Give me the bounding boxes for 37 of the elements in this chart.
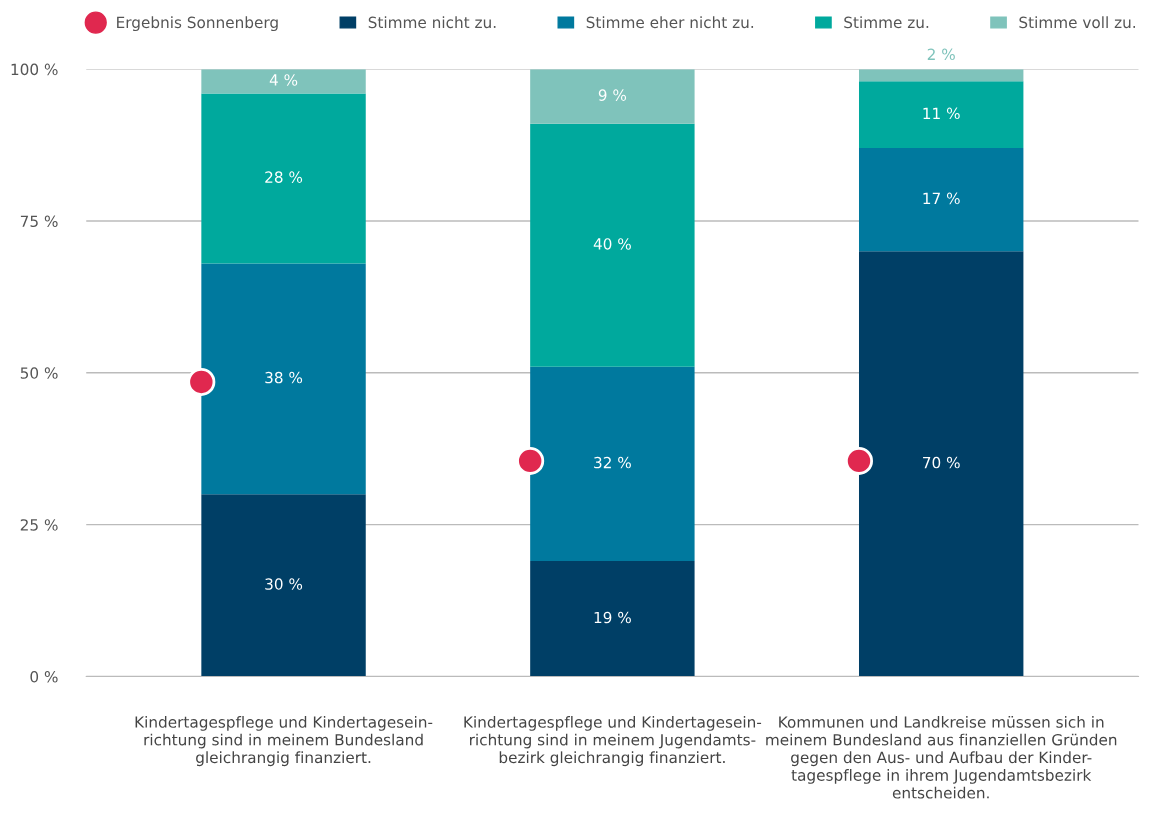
data-label: 40 % xyxy=(593,238,631,250)
bar xyxy=(201,69,366,94)
bar xyxy=(859,251,1024,677)
x-tick-label: Kindertagespflege und Kindertagesein- richtung sind in meinem Bundesland gleichrangig finanziert. xyxy=(135,715,433,767)
bar xyxy=(859,69,1024,82)
bar xyxy=(530,561,695,677)
bar xyxy=(859,148,1024,252)
bar xyxy=(201,494,366,677)
data-label: 9 % xyxy=(598,89,627,101)
data-label: 70 % xyxy=(923,456,960,469)
x-tick-label: Kindertagespflege und Kindertagesein- richtung sind in meinem Jugendamts- bezirk gleichrangig finanziert. xyxy=(464,715,762,767)
data-label: 30 % xyxy=(265,578,303,590)
bar xyxy=(530,123,695,367)
data-label: 4 % xyxy=(269,74,298,86)
x-tick-label: Kommunen und Landkreise müssen sich in meinem Bundesland aus finanziellen Gründen gegen den Aus- und Aufbau der Kinder- tagespflege in ihrem Jugendamtsbezirk entscheiden. xyxy=(766,715,1117,799)
data-label: 28 % xyxy=(265,171,303,183)
bar xyxy=(859,81,1024,149)
y-tick-label: 75 % xyxy=(20,215,58,227)
bar xyxy=(530,69,695,124)
legend-label: Stimme zu. xyxy=(844,16,929,29)
data-label: 19 % xyxy=(594,611,631,624)
legend-label: Stimme nicht zu. xyxy=(368,16,496,29)
bar xyxy=(201,93,366,264)
data-label: 38 % xyxy=(265,371,303,384)
bar xyxy=(201,263,366,495)
legend-label: Stimme eher nicht zu. xyxy=(586,16,754,29)
data-label: 11 % xyxy=(923,107,960,120)
data-label: 2 % xyxy=(927,48,955,61)
legend-label: Stimme voll zu. xyxy=(1019,16,1136,29)
y-tick-label: 0 % xyxy=(30,670,58,683)
y-tick-label: 50 % xyxy=(20,367,58,379)
y-tick-label: 100 % xyxy=(11,63,58,76)
bar xyxy=(530,366,695,562)
data-label: 17 % xyxy=(923,192,960,205)
legend-label: Ergebnis Sonnenberg xyxy=(117,16,278,32)
data-label: 32 % xyxy=(594,456,631,469)
y-tick-label: 25 % xyxy=(20,519,58,531)
